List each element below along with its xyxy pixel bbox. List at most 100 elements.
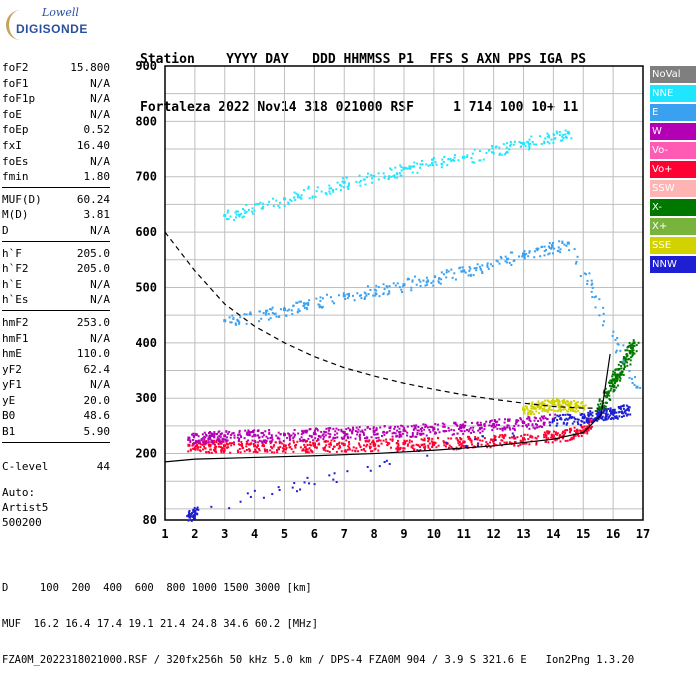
echo-point [581, 401, 584, 404]
echo-point [609, 407, 612, 410]
echo-point [598, 298, 601, 301]
echo-point [493, 419, 496, 422]
echo-point [275, 199, 278, 202]
data-point [223, 319, 227, 323]
echo-point [347, 185, 350, 188]
echo-point [586, 425, 589, 428]
echo-point [295, 443, 298, 446]
echo-point [319, 296, 322, 299]
echo-point [500, 257, 503, 260]
echo-point [513, 140, 516, 143]
echo-point [561, 432, 564, 435]
echo-point [618, 410, 621, 413]
echo-point [300, 194, 303, 197]
data-point [253, 444, 257, 448]
echo-point [312, 442, 315, 445]
echo-point [338, 444, 341, 447]
echo-point [595, 412, 598, 415]
echo-point [388, 292, 391, 295]
echo-point [366, 285, 369, 288]
echo-point [272, 445, 275, 448]
echo-point [395, 435, 398, 438]
echo-point [213, 432, 216, 435]
echo-point [408, 439, 411, 442]
auto-label: Auto: [2, 486, 36, 499]
echo-point [454, 422, 457, 425]
echo-point [595, 416, 598, 419]
echo-point [543, 142, 546, 145]
echo-point [348, 446, 351, 449]
echo-point [481, 270, 484, 273]
echo-point [242, 208, 245, 211]
echo-point [257, 441, 260, 444]
echo-point [620, 367, 623, 370]
echo-point [311, 196, 314, 199]
echo-point [460, 270, 463, 273]
echo-point [609, 399, 612, 402]
echo-point [567, 408, 570, 411]
echo-point [314, 427, 317, 430]
echo-point [545, 409, 548, 412]
echo-point [227, 446, 230, 449]
echo-point [351, 431, 354, 434]
echo-point [619, 379, 622, 382]
echo-point [613, 384, 616, 387]
echo-point [374, 447, 377, 450]
param-name: yE [2, 393, 16, 407]
echo-point [244, 429, 247, 432]
echo-point [581, 426, 584, 429]
data-point [253, 433, 257, 437]
echo-point [550, 399, 553, 402]
echo-point [420, 429, 423, 432]
echo-point [615, 416, 618, 419]
echo-point [579, 423, 582, 426]
echo-point [591, 414, 594, 417]
echo-point [194, 442, 197, 445]
echo-point [602, 410, 605, 413]
echo-point [266, 450, 269, 453]
echo-point [516, 436, 519, 439]
echo-point [269, 440, 272, 443]
echo-point [262, 312, 265, 315]
echo-point [240, 435, 243, 438]
echo-point [469, 273, 472, 276]
echo-point [598, 408, 601, 411]
echo-point [190, 513, 193, 516]
echo-point [479, 421, 482, 424]
echo-point [526, 140, 529, 143]
echo-point [508, 426, 511, 429]
echo-point [432, 156, 435, 159]
echo-point [520, 142, 523, 145]
param-value: 48.6 [83, 409, 111, 423]
echo-point [528, 419, 531, 422]
echo-point [370, 174, 373, 177]
echo-point [425, 425, 428, 428]
echo-point [265, 311, 268, 314]
echo-point [317, 438, 320, 441]
echo-point [377, 178, 380, 181]
echo-point [499, 442, 502, 445]
echo-point [605, 414, 608, 417]
echo-point [221, 446, 224, 449]
echo-point [632, 339, 635, 342]
echo-point [476, 263, 479, 266]
echo-point [290, 199, 293, 202]
echo-point [366, 465, 369, 468]
echo-point [258, 449, 261, 452]
echo-point [415, 283, 418, 286]
echo-point [545, 440, 548, 443]
echo-point [570, 137, 573, 140]
echo-point [629, 356, 632, 359]
echo-point [424, 284, 427, 287]
echo-point [551, 252, 554, 255]
echo-point [606, 395, 609, 398]
echo-point [328, 443, 331, 446]
echo-point [210, 505, 213, 508]
echo-point [365, 294, 368, 297]
echo-point [399, 433, 402, 436]
echo-point [413, 275, 416, 278]
echo-point [622, 362, 625, 365]
echo-point [264, 430, 267, 433]
echo-point [539, 406, 542, 409]
echo-point [369, 446, 372, 449]
